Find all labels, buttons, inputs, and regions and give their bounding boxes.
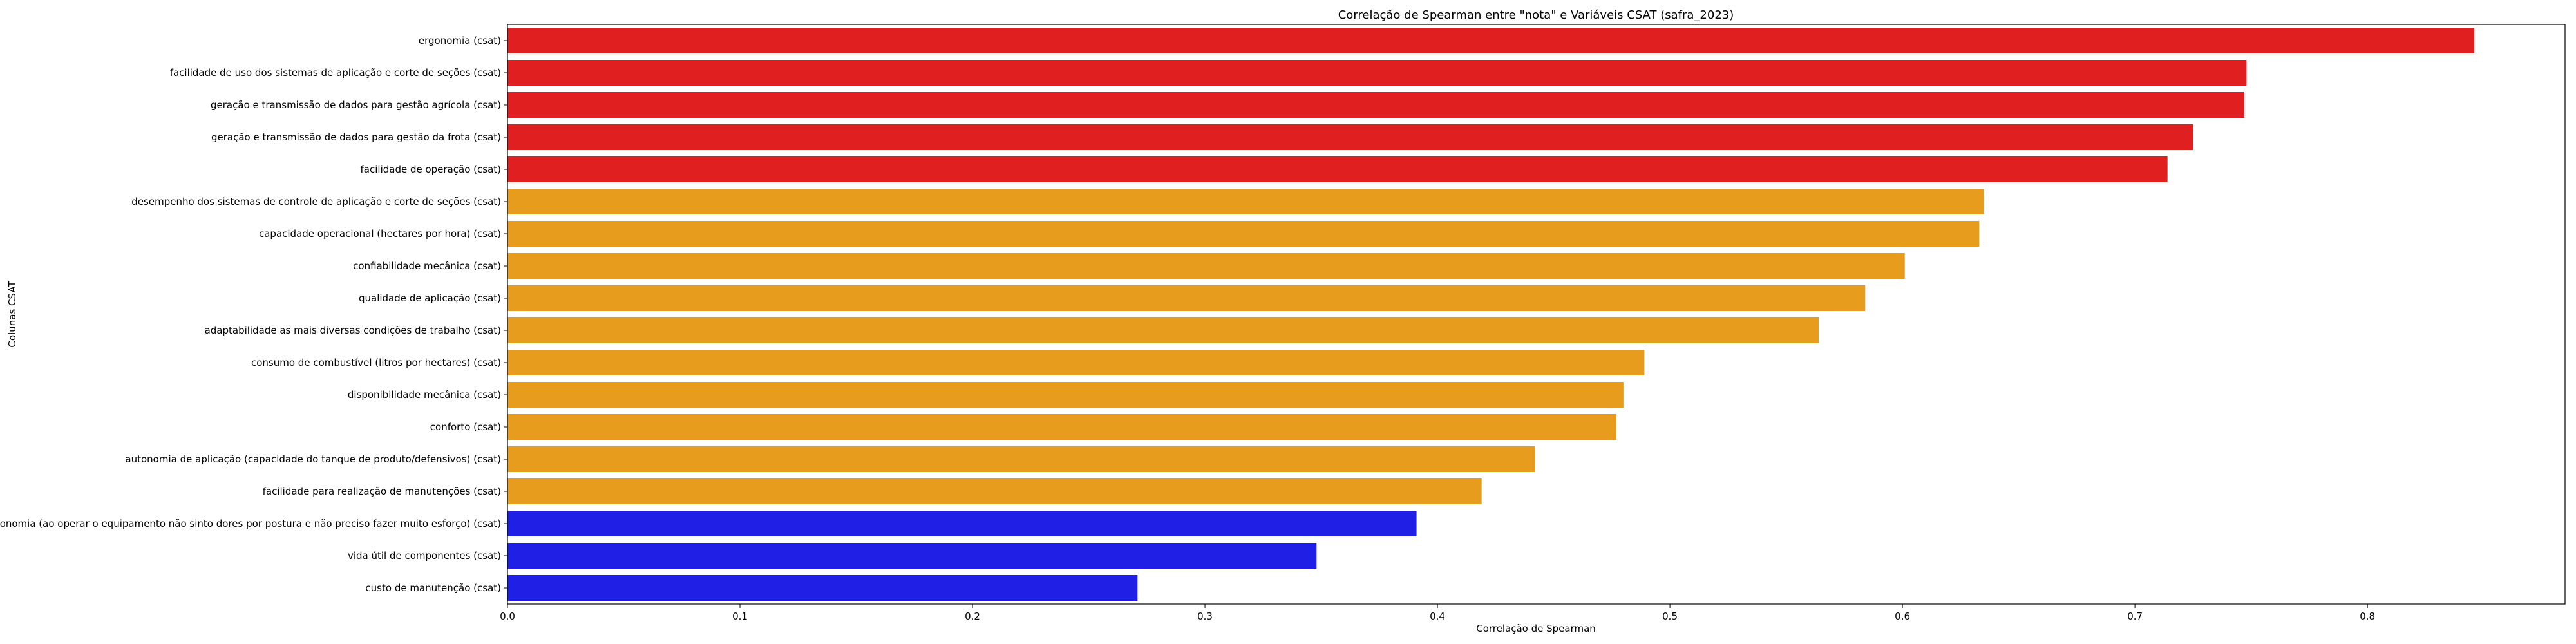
bar (507, 28, 2475, 53)
bar (507, 446, 1535, 472)
y-tick-label: geração e transmissão de dados para gest… (211, 99, 501, 111)
x-tick-label: 0.1 (732, 611, 748, 622)
y-tick-label: facilidade de uso dos sistemas de aplica… (170, 67, 501, 79)
y-tick-label: vida útil de componentes (csat) (348, 550, 501, 562)
x-tick-label: 0.2 (965, 611, 980, 622)
bars-layer (507, 28, 2475, 601)
bar (507, 478, 1482, 504)
bar (507, 575, 1138, 601)
bar (507, 543, 1317, 569)
y-tick-label: adaptabilidade as mais diversas condiçõe… (205, 325, 501, 336)
y-tick-label: confiabilidade mecânica (csat) (353, 260, 501, 272)
bar (507, 156, 2168, 182)
y-tick-label: facilidade de operação (csat) (361, 164, 501, 175)
bar (507, 253, 1905, 279)
bar (507, 124, 2193, 150)
x-axis-title: Correlação de Spearman (1476, 623, 1596, 634)
x-tick-label: 0.8 (2360, 611, 2375, 622)
chart-title: Correlação de Spearman entre "nota" e Va… (1338, 8, 1734, 22)
y-tick-label: capacidade operacional (hectares por hor… (259, 228, 501, 240)
y-tick-label: desempenho dos sistemas de controle de a… (131, 196, 501, 207)
bar (507, 511, 1417, 536)
y-tick-label: consumo de combustível (litros por hecta… (251, 357, 501, 368)
bar (507, 60, 2247, 86)
y-tick-label: ergonomia (ao operar o equipamento não s… (0, 518, 501, 529)
y-tick-label: geração e transmissão de dados para gest… (211, 131, 501, 143)
y-tick-label: conforto (csat) (430, 421, 501, 433)
bar (507, 382, 1624, 408)
x-tick-label: 0.7 (2127, 611, 2143, 622)
x-tick-label: 0.4 (1430, 611, 1445, 622)
y-tick-label: ergonomia (csat) (419, 35, 501, 46)
bar (507, 221, 1980, 247)
bar (507, 92, 2244, 118)
bar (507, 317, 1819, 343)
bar (507, 414, 1617, 440)
bar (507, 285, 1866, 311)
x-tick-label: 0.3 (1197, 611, 1213, 622)
y-tick-label: autonomia de aplicação (capacidade do ta… (125, 453, 501, 465)
y-axis-title: Colunas CSAT (6, 281, 18, 348)
x-tick-label: 0.6 (1895, 611, 1910, 622)
bar (507, 350, 1645, 375)
y-tick-label: disponibilidade mecânica (csat) (348, 389, 501, 401)
bar (507, 189, 1984, 214)
y-tick-labels: ergonomia (csat) facilidade de uso dos si… (0, 35, 507, 594)
y-tick-label: qualidade de aplicação (csat) (359, 292, 501, 304)
y-tick-label: custo de manutenção (csat) (365, 582, 501, 594)
x-tick-label: 0.5 (1662, 611, 1678, 622)
y-tick-label: facilidade para realização de manutençõe… (263, 486, 501, 497)
x-tick-label: 0.0 (500, 611, 515, 622)
plot-frame (507, 24, 2566, 605)
x-tick-labels: 0.0 0.1 0.2 0.3 0.4 0.5 0.6 0.7 0.8 (500, 604, 2375, 622)
